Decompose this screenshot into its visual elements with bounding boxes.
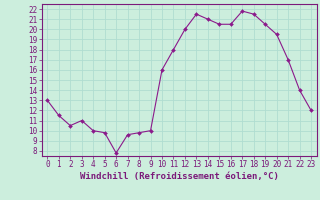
X-axis label: Windchill (Refroidissement éolien,°C): Windchill (Refroidissement éolien,°C) — [80, 172, 279, 181]
